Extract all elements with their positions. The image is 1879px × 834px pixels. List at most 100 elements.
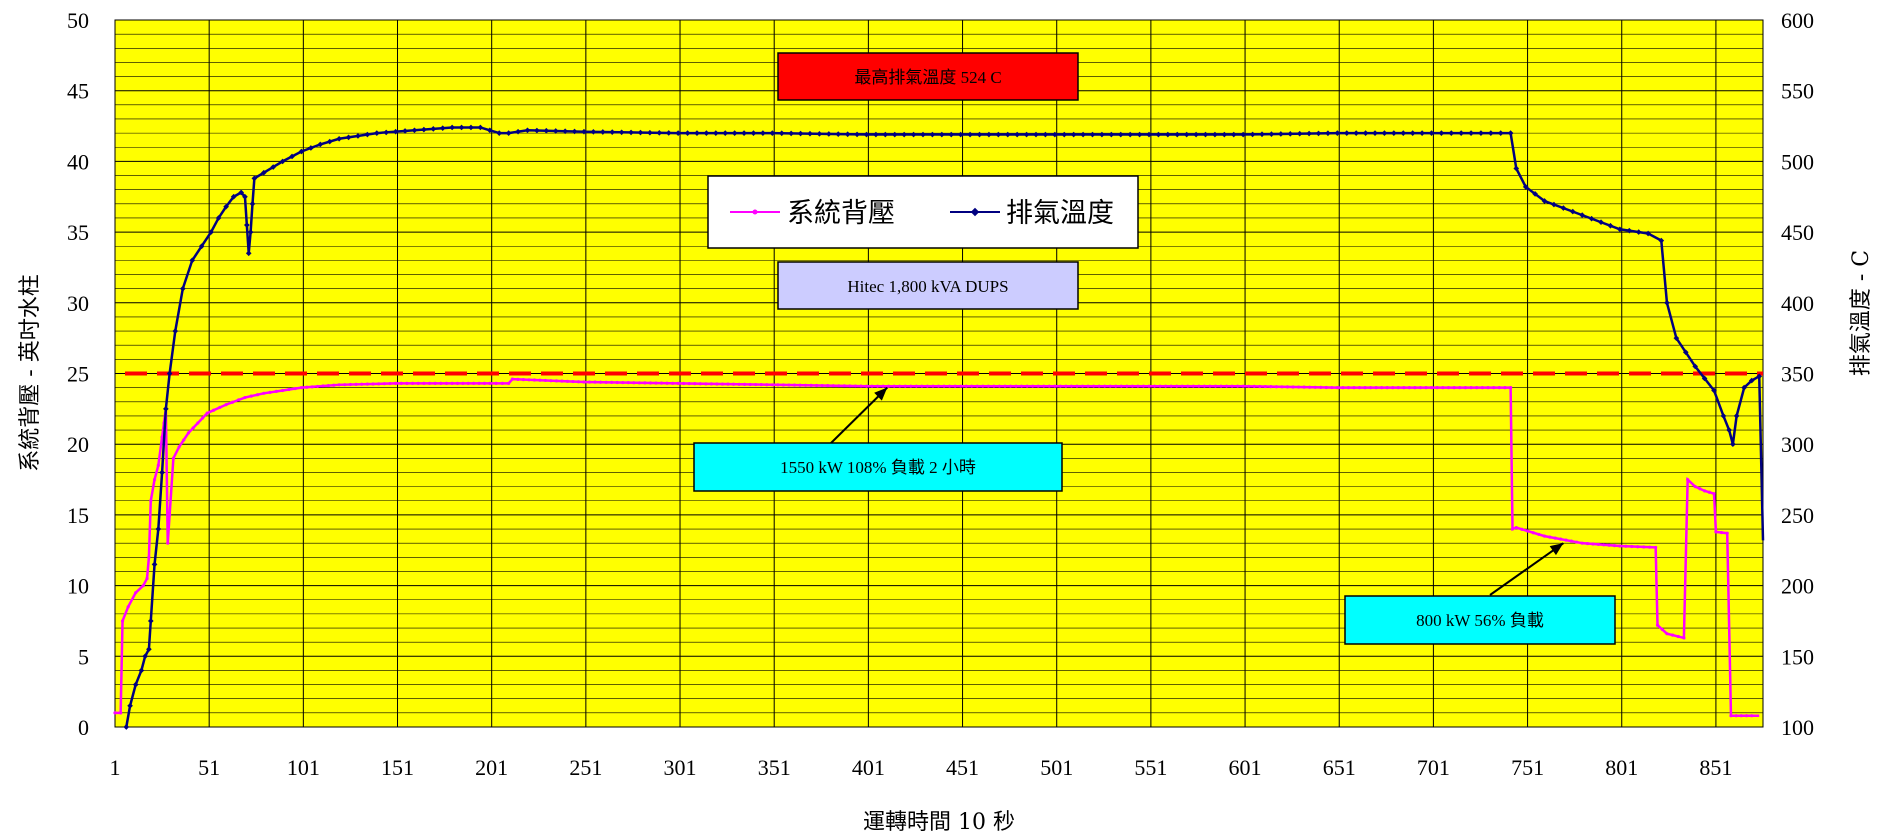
data-point (1014, 384, 1018, 388)
data-point (172, 328, 179, 334)
data-point (249, 394, 253, 398)
data-point (179, 285, 186, 292)
data-point (621, 380, 625, 385)
data-point (873, 131, 879, 138)
data-point (127, 702, 133, 709)
data-point (134, 591, 138, 595)
data-point (279, 158, 286, 165)
data-point (671, 381, 675, 385)
data-point (770, 383, 774, 387)
data-point (1734, 714, 1738, 718)
data-point (582, 380, 586, 384)
data-point (532, 378, 537, 382)
data-point (360, 382, 364, 386)
data-point (1180, 384, 1184, 388)
data-point (411, 127, 418, 134)
data-point (1541, 198, 1548, 204)
data-point (1438, 130, 1445, 136)
y-right-tick-label: 600 (1781, 8, 1814, 33)
data-point (953, 384, 957, 388)
data-point (505, 130, 512, 136)
data-point (1400, 130, 1407, 136)
data-point (964, 384, 968, 388)
data-point (1711, 387, 1717, 394)
data-point (788, 130, 794, 137)
data-point (1607, 222, 1614, 229)
annotation-model: Hitec 1,800 kVA DUPS (777, 261, 1079, 310)
data-point (1363, 386, 1367, 390)
data-point (750, 130, 757, 136)
data-point (1693, 485, 1697, 489)
data-point (1617, 226, 1623, 233)
data-point (1241, 384, 1245, 388)
data-point (938, 131, 945, 138)
data-point (837, 384, 841, 388)
data-point (200, 416, 205, 420)
data-point (1756, 373, 1763, 380)
data-point (394, 381, 398, 385)
data-point (610, 380, 614, 384)
data-point (1362, 130, 1369, 136)
data-point (1380, 386, 1384, 390)
data-point (590, 129, 597, 135)
data-point (166, 370, 173, 377)
data-point (1152, 384, 1157, 388)
data-point (760, 130, 766, 136)
data-point (1407, 386, 1411, 390)
data-point (576, 380, 581, 384)
data-point (1520, 527, 1524, 531)
data-point (119, 711, 123, 715)
data-point (920, 131, 926, 138)
data-point (1486, 386, 1490, 390)
data-point (844, 131, 851, 138)
data-point (1630, 544, 1634, 549)
data-point (842, 384, 846, 388)
data-point (189, 257, 196, 264)
data-point (515, 128, 521, 135)
data-point (468, 124, 474, 131)
data-point (1579, 212, 1586, 218)
y-left-tick-label: 20 (67, 432, 89, 457)
data-point (166, 541, 170, 545)
data-point (1569, 208, 1576, 215)
data-point (571, 128, 578, 135)
series-line-1 (125, 126, 1765, 728)
data-point (1193, 131, 1199, 138)
x-tick-label: 401 (852, 755, 885, 780)
x-tick-label: 751 (1511, 755, 1544, 780)
data-point (543, 127, 550, 134)
data-point (1042, 131, 1049, 138)
data-point (298, 148, 305, 155)
data-point (1692, 363, 1699, 370)
data-point (138, 667, 145, 674)
data-point (748, 382, 752, 387)
data-point (1435, 386, 1439, 390)
data-point (709, 382, 713, 386)
data-point (1019, 384, 1024, 388)
data-point (196, 421, 200, 425)
data-point (388, 381, 392, 386)
x-tick-label: 851 (1699, 755, 1732, 780)
data-point (809, 383, 813, 387)
data-point (1510, 527, 1515, 531)
data-point (1023, 131, 1030, 138)
data-point (218, 405, 222, 410)
data-point (326, 384, 330, 388)
data-point (142, 653, 148, 660)
data-point (676, 381, 680, 385)
data-point (1353, 130, 1360, 136)
data-point (1418, 386, 1423, 390)
data-point (238, 189, 245, 196)
data-point (820, 383, 824, 388)
data-point (864, 384, 869, 388)
data-point (1368, 386, 1373, 390)
data-point (1750, 714, 1754, 718)
data-point (281, 388, 285, 393)
data-point (1230, 384, 1234, 388)
data-point (647, 129, 653, 136)
data-point (1175, 384, 1179, 388)
data-point (461, 381, 465, 385)
data-point (1551, 201, 1557, 208)
data-point (831, 384, 835, 388)
data-point (1086, 384, 1090, 388)
